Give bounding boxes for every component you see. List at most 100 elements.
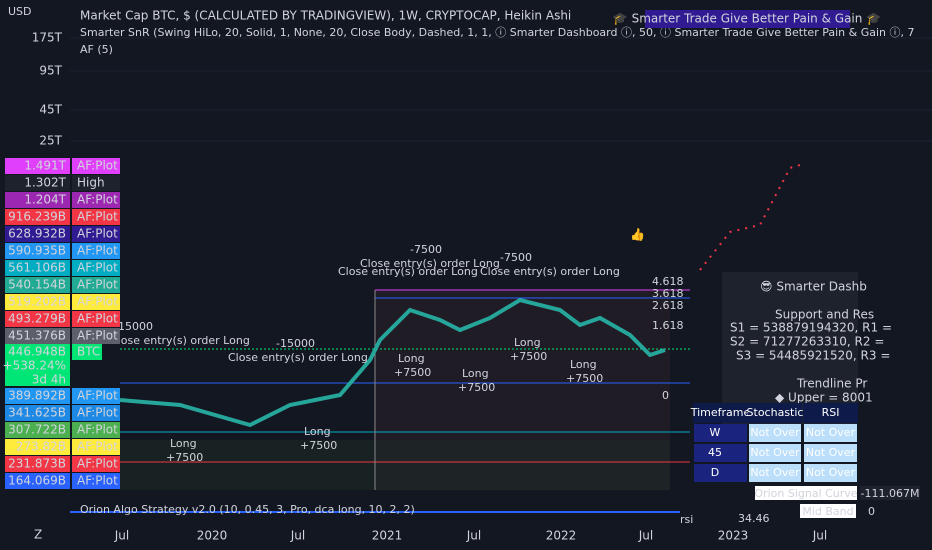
svg-text:S3 = 54485921520, R3 =: S3 = 54485921520, R3 =	[736, 349, 890, 363]
icon: 👍	[630, 228, 645, 242]
tag-bg	[72, 405, 120, 421]
svg-text:+7500: +7500	[566, 372, 603, 385]
tag-bg	[72, 243, 120, 259]
label-tag: AF:Plot	[77, 440, 118, 454]
svg-text:+7500: +7500	[510, 350, 547, 363]
label-tag: AF:Plot	[77, 193, 118, 207]
x-tick-label: Jul	[638, 529, 653, 543]
rsi-value: 34.46	[738, 512, 770, 525]
x-tick-label: 2022	[546, 529, 577, 543]
zone	[120, 440, 670, 490]
badge-bg	[645, 10, 850, 28]
label-value: 307.722B	[8, 423, 66, 437]
label-bg	[5, 422, 70, 438]
label-tag: AF:Plot	[77, 261, 118, 275]
signal-label: Orion Signal Curve	[754, 487, 857, 500]
cell	[749, 444, 801, 462]
strategy: Orion Algo Strategy v2.0 (10, 0.45, 3, P…	[80, 503, 415, 516]
label-bg	[5, 439, 70, 455]
tag-bg	[72, 422, 120, 438]
left-labels: 1.491T AF:Plot 1.302T High 1.204T AF:Plot 916.…	[3, 158, 120, 489]
svg-text:+7500: +7500	[458, 381, 495, 394]
tag-bg	[72, 456, 120, 472]
label-bg	[5, 328, 70, 344]
tag-bg	[72, 311, 120, 327]
svg-text:◆ Upper = 8001: ◆ Upper = 8001	[775, 391, 873, 405]
cell	[804, 464, 857, 482]
label-tag: AF:Plot	[77, 295, 118, 309]
cell-text: 45	[708, 446, 722, 459]
btc-tag: BTC	[77, 345, 100, 359]
svg-text:Support and Res: Support and Res	[775, 308, 874, 322]
cell	[749, 424, 801, 442]
x-tick-label: Jul	[114, 529, 129, 543]
label-bg	[5, 158, 70, 174]
svg-text:2.618: 2.618	[652, 299, 684, 312]
svg-text:Close entry(s) order Long: Close entry(s) order Long	[480, 265, 620, 278]
tag-bg	[72, 192, 120, 208]
svg-text:Trendline Pr: Trendline Pr	[796, 377, 867, 391]
cell-text: Not Over	[750, 446, 800, 459]
cell-text: Not Over	[750, 426, 800, 439]
label-bg	[5, 209, 70, 225]
svg-text:Long: Long	[170, 437, 197, 450]
tag-bg	[72, 328, 120, 344]
cell	[804, 424, 857, 442]
cell	[694, 464, 747, 482]
tag-bg	[72, 439, 120, 455]
badge: 🎓 Smarter Trade Give Better Pain & Gain …	[613, 12, 881, 26]
label-value: 273.82B	[16, 440, 66, 454]
label-bg	[5, 388, 70, 404]
header-text: Stochastic	[747, 406, 804, 419]
label-tag: AF:Plot	[77, 278, 118, 292]
indicator: Smarter SnR (Swing HiLo, 20, Solid, 1, N…	[80, 26, 914, 39]
label-bg	[5, 344, 70, 386]
price-path	[119, 297, 666, 428]
svg-text:4.618: 4.618	[652, 275, 684, 288]
cell	[749, 464, 801, 482]
tag-bg	[72, 158, 120, 174]
label-value: 389.892B	[8, 389, 66, 403]
header-cell	[803, 403, 858, 423]
label-bg	[5, 456, 70, 472]
label-bg	[755, 486, 857, 500]
cell-text: D	[711, 466, 719, 479]
label-value: 561.106B	[8, 261, 66, 275]
cell-text: Not Over	[806, 446, 856, 459]
svg-text:Close entry(s) order Long: Close entry(s) order Long	[228, 351, 368, 364]
label-bg	[5, 226, 70, 242]
currency: USD	[8, 5, 32, 18]
mid-value: 0	[868, 505, 875, 518]
label-tag: AF:Plot	[77, 474, 118, 488]
header-text: Timeframe	[690, 406, 751, 419]
label-value: 590.935B	[8, 244, 66, 258]
tag-bg	[72, 209, 120, 225]
price-label: 25T	[39, 134, 62, 148]
svg-text:S2 = 71277263310, R2 =: S2 = 71277263310, R2 =	[730, 335, 884, 349]
x-tick-label: Jul	[812, 529, 827, 543]
x-tick-label: Jul	[290, 529, 305, 543]
svg-text:S1 = 538879194320, R1 =: S1 = 538879194320, R1 =	[730, 321, 892, 335]
tag-bg	[72, 260, 120, 276]
label-value: 231.873B	[8, 457, 66, 471]
price-label: 95T	[39, 64, 62, 78]
svg-text:-7500: -7500	[500, 251, 532, 264]
label-value: 628.932B	[8, 227, 66, 241]
label-bg	[5, 175, 70, 191]
cell	[694, 444, 747, 462]
annotations: Close entry(s) order Long Close entry(s)…	[110, 243, 620, 464]
svg-text:+7500: +7500	[166, 451, 203, 464]
header-text: RSI	[822, 406, 840, 419]
label-value: 493.279B	[8, 312, 66, 326]
dashboard-text: 😎 Smarter Dashb Support and Res S1 = 538…	[730, 280, 892, 405]
tag-bg	[72, 226, 120, 242]
label-value: 540.154B	[8, 278, 66, 292]
svg-text:Long: Long	[514, 336, 541, 349]
label-tag: AF:Plot	[77, 423, 118, 437]
label-tag: AF:Plot	[77, 227, 118, 241]
label-tag: AF:Plot	[77, 329, 118, 343]
logo: Z	[34, 528, 42, 542]
label-bg	[5, 473, 70, 489]
label-tag: High	[77, 176, 105, 190]
